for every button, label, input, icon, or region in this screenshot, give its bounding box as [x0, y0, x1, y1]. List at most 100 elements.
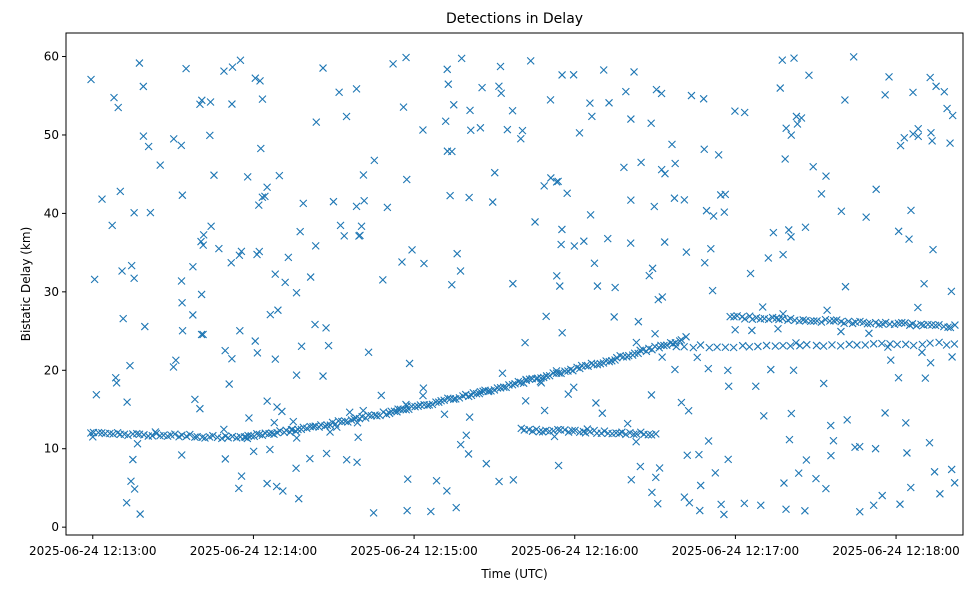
detection-point — [809, 317, 818, 325]
detection-point — [464, 392, 473, 401]
detection-point — [554, 461, 563, 470]
detection-point — [845, 340, 854, 349]
detection-point — [637, 158, 645, 167]
detection-point — [802, 456, 811, 464]
detection-point — [802, 340, 811, 349]
detection-point — [552, 271, 561, 280]
detection-point — [389, 60, 397, 68]
y-axis: 0 10 20 30 40 50 60 — [44, 50, 66, 534]
detection-point — [443, 65, 452, 74]
detection-point — [799, 316, 808, 324]
y-tick-label: 60 — [44, 50, 59, 64]
detection-point — [130, 274, 139, 283]
detection-point — [324, 341, 333, 350]
detection-point — [564, 390, 573, 399]
detection-point — [780, 479, 788, 487]
detection-point — [228, 63, 237, 72]
detection-point — [668, 340, 677, 348]
detection-point — [581, 428, 590, 437]
detection-point — [466, 106, 474, 115]
detection-point — [329, 197, 338, 206]
detection-point — [272, 482, 281, 491]
detection-point — [357, 222, 366, 231]
detection-point — [545, 371, 554, 380]
detection-point — [393, 407, 401, 416]
detection-point — [771, 342, 780, 350]
detection-point — [758, 303, 767, 311]
detection-point — [705, 343, 714, 352]
detection-point — [809, 162, 818, 171]
detection-point — [207, 222, 216, 231]
detection-point — [721, 343, 730, 352]
detection-point — [243, 172, 252, 181]
detection-point — [696, 481, 705, 490]
detection-point — [198, 433, 207, 442]
detection-point — [819, 342, 828, 351]
x-tick-label: 2025-06-24 12:13:00 — [29, 544, 156, 558]
detection-point — [437, 396, 446, 405]
detection-point — [383, 203, 392, 212]
detection-point — [178, 326, 187, 335]
detection-point — [914, 132, 923, 141]
detection-point — [759, 412, 768, 420]
detection-point — [251, 337, 260, 345]
detection-point — [546, 96, 555, 104]
detection-point — [171, 356, 180, 365]
detection-point — [94, 428, 103, 437]
detection-point — [746, 269, 755, 278]
detection-point — [948, 353, 956, 361]
detection-point — [311, 242, 320, 250]
detection-point — [498, 369, 507, 378]
x-tick-label: 2025-06-24 12:15:00 — [350, 544, 477, 558]
detection-point — [90, 275, 99, 284]
detection-point — [208, 431, 217, 440]
detection-point — [774, 324, 782, 333]
detection-point — [648, 264, 657, 273]
detection-point — [449, 100, 458, 109]
detection-point — [596, 359, 605, 368]
detection-point — [521, 397, 530, 405]
y-tick-label: 20 — [44, 363, 59, 377]
detection-point — [671, 365, 679, 374]
detection-point — [521, 338, 529, 347]
detection-point — [542, 372, 551, 380]
detection-point — [829, 436, 838, 445]
detection-point — [220, 67, 228, 76]
detection-point — [821, 315, 830, 324]
detection-point — [309, 422, 317, 431]
detection-point — [292, 288, 301, 297]
detection-point — [266, 310, 275, 319]
detection-point — [776, 84, 785, 92]
detection-point — [702, 206, 711, 215]
detection-point — [855, 507, 864, 516]
detection-point — [951, 321, 959, 329]
detection-point — [822, 172, 830, 180]
detection-point — [645, 271, 654, 280]
detection-point — [748, 315, 757, 324]
detection-point — [244, 431, 252, 440]
detection-point — [235, 251, 244, 260]
detection-point — [355, 232, 363, 240]
detection-point — [731, 325, 740, 334]
detection-point — [579, 237, 588, 246]
detection-point — [723, 366, 732, 375]
y-tick-label: 30 — [44, 285, 59, 299]
detection-point — [263, 397, 272, 406]
detection-point — [787, 409, 796, 418]
detection-point — [592, 399, 600, 407]
detection-point — [178, 431, 186, 439]
y-tick-label: 0 — [51, 520, 59, 534]
detection-point — [124, 431, 132, 440]
detection-point — [801, 506, 809, 515]
detection-point — [926, 339, 934, 348]
detection-point — [627, 475, 636, 484]
detection-point — [370, 156, 379, 165]
detection-point — [490, 168, 499, 177]
detection-point — [611, 283, 620, 292]
detection-point — [332, 423, 341, 432]
detection-point — [447, 147, 456, 156]
detection-point — [456, 440, 465, 449]
detection-point — [621, 87, 630, 96]
detection-point — [296, 227, 305, 236]
